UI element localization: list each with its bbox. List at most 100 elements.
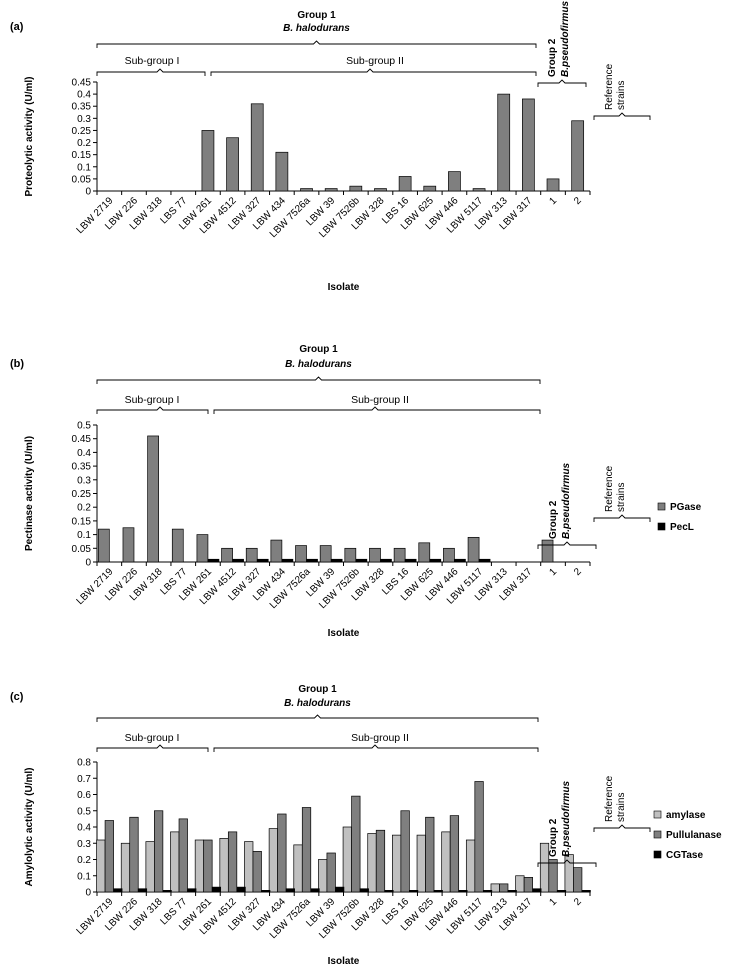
bar	[367, 833, 377, 893]
bar	[221, 547, 233, 563]
bar	[275, 151, 289, 192]
bar	[196, 534, 209, 563]
bar	[261, 890, 271, 893]
bar	[418, 542, 431, 563]
y-tick-label: 0.4	[77, 448, 91, 459]
bar	[400, 810, 410, 893]
bar	[499, 883, 509, 893]
subgroup2-label: Sub-group II	[351, 394, 409, 406]
bar	[425, 816, 435, 893]
bar	[351, 795, 361, 893]
y-tick-label: 0.05	[72, 174, 92, 185]
bar	[398, 176, 412, 192]
subgroup1-label: Sub-group I	[125, 732, 180, 744]
legend-swatch	[657, 522, 666, 531]
reference-brace	[593, 514, 651, 522]
bar	[404, 558, 417, 563]
y-tick-label: 0.5	[77, 421, 91, 432]
bar	[474, 781, 484, 893]
reference-label-line2: strains	[616, 81, 627, 110]
bar	[448, 171, 461, 192]
bar	[285, 888, 295, 893]
bar	[393, 547, 406, 563]
bar	[409, 890, 419, 893]
subgroup2-brace	[213, 744, 539, 752]
reference-label-line2: strains	[616, 793, 627, 822]
bar	[310, 888, 320, 893]
bar	[522, 98, 535, 192]
bar	[573, 867, 583, 893]
bar	[541, 539, 554, 563]
y-axis-label: Amylolytic activity (U/ml)	[24, 768, 35, 887]
group2-brace	[537, 541, 597, 549]
bar	[581, 890, 591, 893]
bar	[380, 558, 392, 563]
y-tick-label: 0.1	[77, 871, 91, 882]
bar	[454, 558, 466, 563]
bar	[482, 890, 493, 893]
bar	[344, 547, 357, 563]
group1-species: B. halodurans	[283, 23, 350, 34]
bar	[392, 834, 402, 893]
bar	[104, 820, 114, 893]
bar	[443, 547, 455, 563]
y-tick-label: 0.45	[72, 434, 92, 445]
bar	[374, 188, 387, 192]
bar	[120, 842, 131, 893]
y-tick-label: 0.5	[77, 806, 91, 817]
bar	[301, 807, 312, 893]
group2-species: B.pseudofirmus	[561, 780, 572, 857]
bar	[268, 828, 278, 893]
group1-label: Group 1	[297, 10, 336, 21]
bar	[281, 558, 294, 563]
bar	[145, 841, 155, 893]
y-tick-label: 0.35	[72, 462, 92, 473]
bar	[295, 545, 307, 563]
bar	[355, 558, 368, 563]
bar	[270, 539, 283, 563]
group2-species: B.pseudofirmus	[560, 0, 571, 77]
bar	[207, 558, 220, 563]
subgroup2-brace	[210, 68, 537, 76]
bar	[129, 816, 139, 893]
y-tick-label: 0.15	[72, 516, 92, 527]
bar	[300, 188, 313, 192]
y-tick-label: 0.25	[72, 126, 92, 137]
x-tick-label: 2	[572, 896, 584, 908]
bar	[335, 886, 345, 893]
bar	[245, 547, 258, 563]
bar	[227, 831, 238, 893]
y-tick-label: 0.3	[77, 114, 91, 125]
y-axis-label: Pectinase activity (U/ml)	[24, 436, 35, 551]
y-tick-label: 0.2	[77, 503, 91, 514]
subgroup1-brace	[96, 406, 209, 414]
y-tick-label: 0.25	[72, 489, 92, 500]
bar	[472, 188, 486, 192]
y-tick-label: 0.45	[72, 78, 92, 89]
reference-brace	[593, 112, 651, 120]
bar	[497, 93, 511, 192]
bar	[250, 103, 264, 192]
bar	[515, 875, 525, 893]
x-tick-label: 1	[547, 195, 559, 207]
bar	[232, 558, 244, 563]
bar	[97, 528, 110, 563]
y-tick-label: 0	[85, 558, 91, 569]
legend-swatch	[653, 810, 662, 819]
bar	[203, 839, 213, 893]
bar	[490, 883, 500, 893]
bar	[330, 558, 343, 563]
x-axis-label: Isolate	[328, 628, 360, 639]
legend-label: CGTase	[666, 850, 703, 861]
reference-label-line1: Reference	[604, 63, 615, 110]
bar	[467, 536, 480, 563]
bar	[137, 888, 148, 893]
bar	[441, 831, 451, 893]
bar	[306, 558, 318, 563]
group2-brace	[537, 859, 597, 867]
bar	[194, 839, 205, 893]
subgroup1-label: Sub-group I	[125, 55, 180, 67]
subgroup1-brace	[96, 744, 209, 752]
panel-label: (b)	[10, 358, 24, 370]
bar	[349, 185, 363, 192]
